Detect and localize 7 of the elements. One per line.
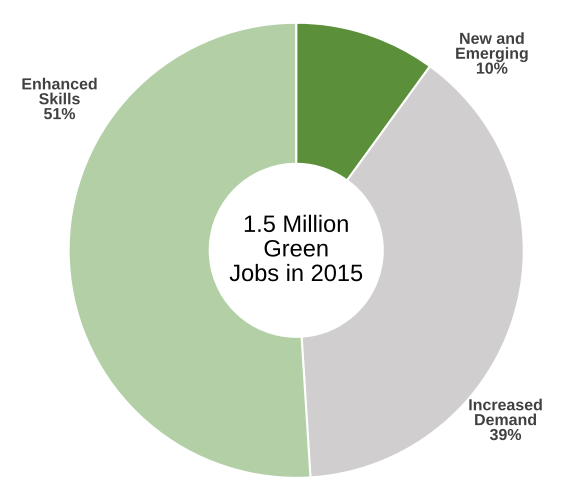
slice-label: New and Emerging — [456, 32, 528, 62]
data-label: 51% — [44, 108, 76, 120]
slice-label: Enhanced Skills — [22, 78, 97, 104]
text: 1.5 Million Green Jobs in 2015 — [230, 214, 362, 282]
slice-label: Increased Demand — [469, 398, 542, 426]
data-label: 39% — [490, 428, 522, 440]
data-label: 10% — [476, 62, 508, 74]
